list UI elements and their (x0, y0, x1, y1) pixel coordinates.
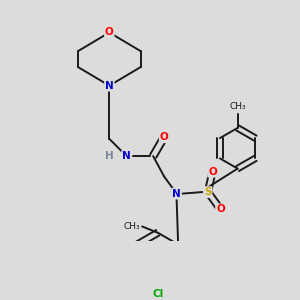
Text: N: N (122, 151, 131, 161)
Text: O: O (216, 204, 225, 214)
Text: O: O (208, 167, 217, 177)
Text: N: N (105, 81, 114, 91)
Text: S: S (204, 187, 212, 197)
Text: O: O (105, 28, 114, 38)
Text: N: N (172, 189, 181, 199)
Text: O: O (160, 132, 169, 142)
Text: Cl: Cl (152, 289, 164, 299)
Text: CH₃: CH₃ (229, 102, 246, 111)
Text: CH₃: CH₃ (123, 222, 140, 231)
Text: H: H (105, 151, 114, 161)
